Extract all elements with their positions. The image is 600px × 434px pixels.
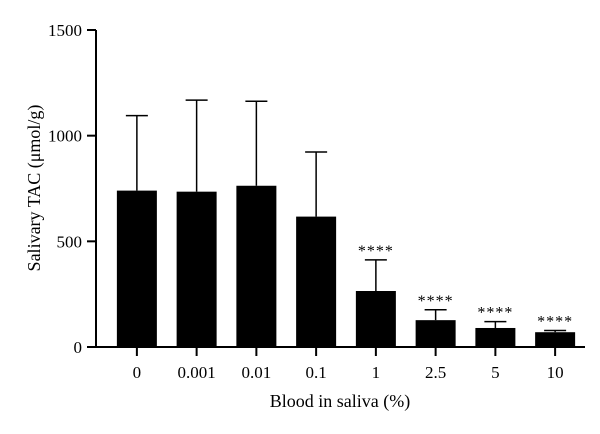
x-tick-label: 0 bbox=[133, 363, 142, 382]
bar bbox=[415, 320, 456, 347]
bar bbox=[355, 290, 396, 347]
y-axis: 0 500 1000 1500 bbox=[48, 21, 97, 357]
x-axis-label: Blood in saliva (%) bbox=[270, 391, 410, 412]
x-tick-label: 0.01 bbox=[242, 363, 272, 382]
x-tick-label: 5 bbox=[491, 363, 500, 382]
bars: **** **** **** **** bbox=[116, 99, 576, 347]
x-tick-label: 10 bbox=[547, 363, 564, 382]
bar bbox=[296, 216, 337, 347]
x-tick-label: 0.1 bbox=[306, 363, 327, 382]
bar bbox=[236, 185, 277, 347]
x-tick-label: 1 bbox=[372, 363, 381, 382]
y-tick-label: 1000 bbox=[48, 127, 82, 146]
bar bbox=[176, 191, 217, 347]
significance-label: **** bbox=[418, 293, 454, 310]
y-axis-label: Salivary TAC (μmol/g) bbox=[24, 105, 45, 272]
x-tick-label: 2.5 bbox=[425, 363, 446, 382]
x-tick-label: 0.001 bbox=[178, 363, 216, 382]
y-tick-label: 1500 bbox=[48, 21, 82, 40]
bar bbox=[475, 327, 516, 347]
significance-label: **** bbox=[358, 243, 394, 260]
significance-label: **** bbox=[537, 314, 573, 331]
bar bbox=[116, 190, 157, 347]
x-axis: 0 0.001 0.01 0.1 1 2.5 5 10 bbox=[96, 346, 585, 382]
y-tick-label: 0 bbox=[74, 338, 83, 357]
bar bbox=[535, 332, 576, 347]
significance-label: **** bbox=[477, 305, 513, 322]
y-tick-label: 500 bbox=[57, 232, 83, 251]
